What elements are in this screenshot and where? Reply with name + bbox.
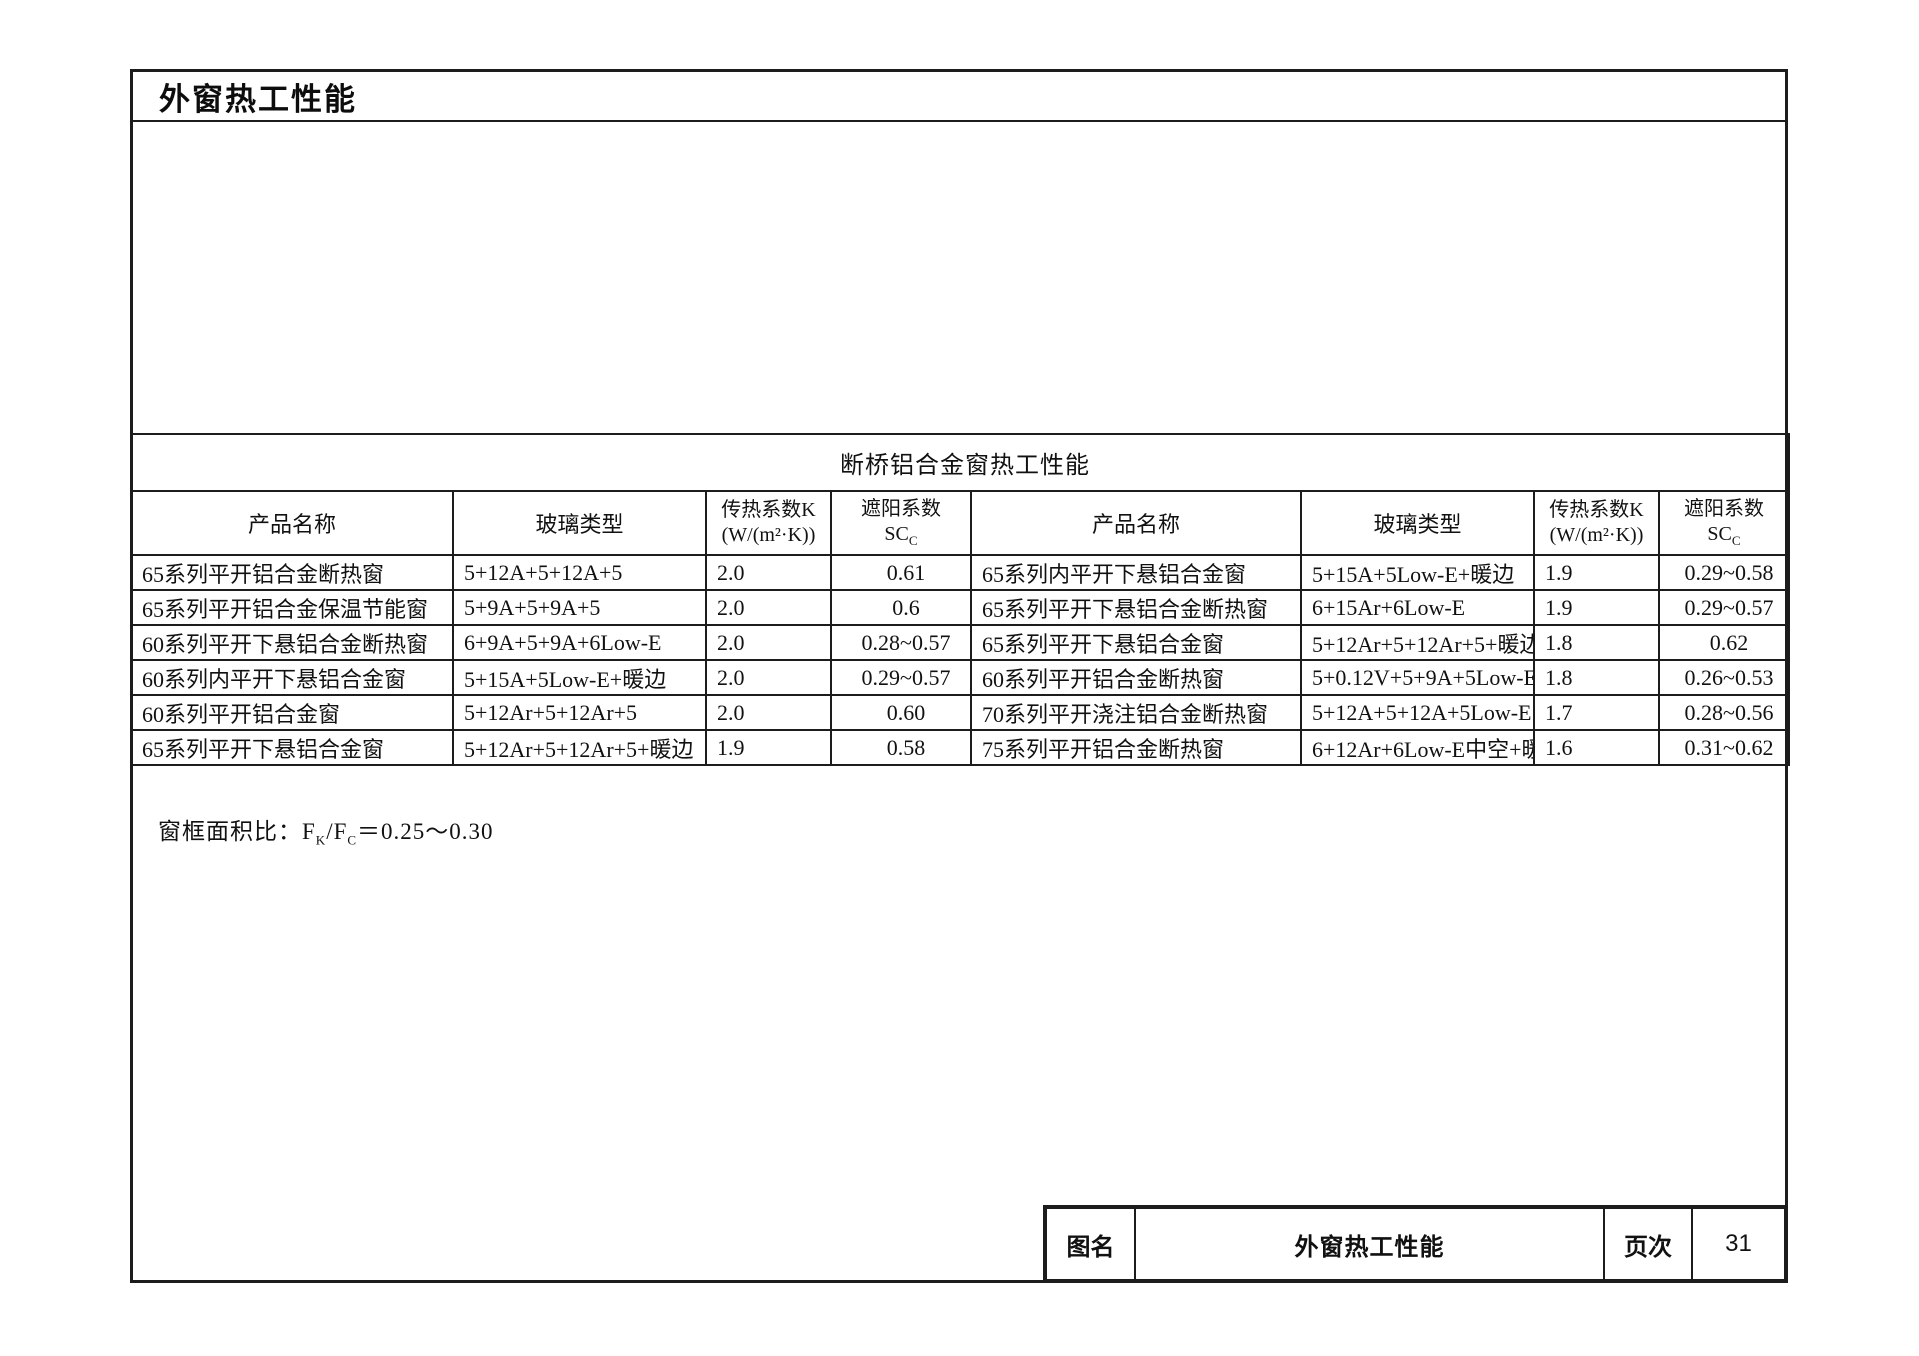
- drawing-name-label: 图名: [1066, 1233, 1115, 1261]
- product-name-cell: 70系列平开浇注铝合金断热窗: [970, 694, 1302, 731]
- k-value-cell: 1.8: [1533, 624, 1660, 661]
- col-header-k-right: 传热系数K (W/(m²·K)): [1533, 490, 1660, 556]
- k-value-cell: 1.9: [705, 729, 832, 766]
- table-row: 65系列平开下悬铝合金窗 5+12Ar+5+12Ar+5+暖边 1.9 0.58…: [130, 729, 1790, 766]
- titleblock: 图名 外窗热工性能 页次 31: [1043, 1205, 1788, 1283]
- table-header-row: 产品名称 玻璃类型 传热系数K (W/(m²·K)) 遮阳系数 SCC 产品名称…: [130, 490, 1790, 556]
- k-value-cell: 2.0: [705, 694, 832, 731]
- product-name-cell: 65系列平开下悬铝合金断热窗: [970, 589, 1302, 626]
- table-row: 60系列内平开下悬铝合金窗 5+15A+5Low-E+暖边 2.0 0.29~0…: [130, 659, 1790, 696]
- sc-value-cell: 0.29~0.57: [1658, 589, 1790, 626]
- sc-value-cell: 0.26~0.53: [1658, 659, 1790, 696]
- glass-type-cell: 5+12Ar+5+12Ar+5: [452, 694, 707, 731]
- sc-value-cell: 0.28~0.57: [830, 624, 972, 661]
- glass-type-cell: 5+12A+5+12A+5: [452, 554, 707, 591]
- thermal-performance-table: 断桥铝合金窗热工性能 产品名称 玻璃类型 传热系数K (W/(m²·K)) 遮阳…: [130, 433, 1790, 766]
- product-name-cell: 65系列平开下悬铝合金窗: [970, 624, 1302, 661]
- sc-value-cell: 0.28~0.56: [1658, 694, 1790, 731]
- sc-value-cell: 0.6: [830, 589, 972, 626]
- product-name-cell: 75系列平开铝合金断热窗: [970, 729, 1302, 766]
- product-name-cell: 60系列平开下悬铝合金断热窗: [130, 624, 454, 661]
- page-number: 31: [1691, 1209, 1784, 1279]
- glass-type-cell: 5+9A+5+9A+5: [452, 589, 707, 626]
- product-name-cell: 65系列平开铝合金保温节能窗: [130, 589, 454, 626]
- product-name-cell: 65系列平开铝合金断热窗: [130, 554, 454, 591]
- col-header-product-left: 产品名称: [130, 490, 454, 556]
- glass-type-cell: 5+12A+5+12A+5Low-E: [1300, 694, 1535, 731]
- k-value-cell: 2.0: [705, 554, 832, 591]
- page-title: 外窗热工性能: [159, 81, 357, 117]
- glass-type-cell: 5+12Ar+5+12Ar+5+暖边: [1300, 624, 1535, 661]
- k-value-cell: 2.0: [705, 659, 832, 696]
- glass-type-cell: 5+12Ar+5+12Ar+5+暖边: [452, 729, 707, 766]
- k-value-cell: 1.6: [1533, 729, 1660, 766]
- product-name-cell: 65系列平开下悬铝合金窗: [130, 729, 454, 766]
- col-header-k-left: 传热系数K (W/(m²·K)): [705, 490, 832, 556]
- table-row: 65系列平开铝合金保温节能窗 5+9A+5+9A+5 2.0 0.6 65系列平…: [130, 589, 1790, 626]
- sc-value-cell: 0.29~0.57: [830, 659, 972, 696]
- glass-type-cell: 5+15A+5Low-E+暖边: [452, 659, 707, 696]
- sc-value-cell: 0.58: [830, 729, 972, 766]
- col-header-glass-right: 玻璃类型: [1300, 490, 1535, 556]
- title-band: 外窗热工性能: [133, 72, 1785, 122]
- glass-type-cell: 5+0.12V+5+9A+5Low-E: [1300, 659, 1535, 696]
- col-header-glass-left: 玻璃类型: [452, 490, 707, 556]
- k-value-cell: 1.7: [1533, 694, 1660, 731]
- glass-type-cell: 6+9A+5+9A+6Low-E: [452, 624, 707, 661]
- k-value-cell: 1.8: [1533, 659, 1660, 696]
- table-row: 60系列平开下悬铝合金断热窗 6+9A+5+9A+6Low-E 2.0 0.28…: [130, 624, 1790, 661]
- sc-value-cell: 0.60: [830, 694, 972, 731]
- drawing-name-value: 外窗热工性能: [1134, 1209, 1603, 1279]
- product-name-cell: 65系列内平开下悬铝合金窗: [970, 554, 1302, 591]
- page-label: 页次: [1603, 1209, 1691, 1279]
- k-value-cell: 1.9: [1533, 554, 1660, 591]
- col-header-sc-right: 遮阳系数 SCC: [1658, 490, 1790, 556]
- glass-type-cell: 6+12Ar+6Low-E中空+暖边: [1300, 729, 1535, 766]
- col-header-sc-left: 遮阳系数 SCC: [830, 490, 972, 556]
- col-header-product-right: 产品名称: [970, 490, 1302, 556]
- glass-type-cell: 6+15Ar+6Low-E: [1300, 589, 1535, 626]
- table-caption: 断桥铝合金窗热工性能: [130, 433, 1790, 492]
- sc-value-cell: 0.61: [830, 554, 972, 591]
- product-name-cell: 60系列平开铝合金断热窗: [970, 659, 1302, 696]
- k-value-cell: 2.0: [705, 624, 832, 661]
- k-value-cell: 2.0: [705, 589, 832, 626]
- sc-value-cell: 0.31~0.62: [1658, 729, 1790, 766]
- table-row: 65系列平开铝合金断热窗 5+12A+5+12A+5 2.0 0.61 65系列…: [130, 554, 1790, 591]
- glass-type-cell: 5+15A+5Low-E+暖边: [1300, 554, 1535, 591]
- sc-value-cell: 0.29~0.58: [1658, 554, 1790, 591]
- table-row: 60系列平开铝合金窗 5+12Ar+5+12Ar+5 2.0 0.60 70系列…: [130, 694, 1790, 731]
- table-caption-row: 断桥铝合金窗热工性能: [130, 433, 1790, 492]
- k-value-cell: 1.9: [1533, 589, 1660, 626]
- sc-value-cell: 0.62: [1658, 624, 1790, 661]
- product-name-cell: 60系列平开铝合金窗: [130, 694, 454, 731]
- frame-area-ratio-note: 窗框面积比：FK/FC＝0.25～0.30: [158, 819, 494, 848]
- product-name-cell: 60系列内平开下悬铝合金窗: [130, 659, 454, 696]
